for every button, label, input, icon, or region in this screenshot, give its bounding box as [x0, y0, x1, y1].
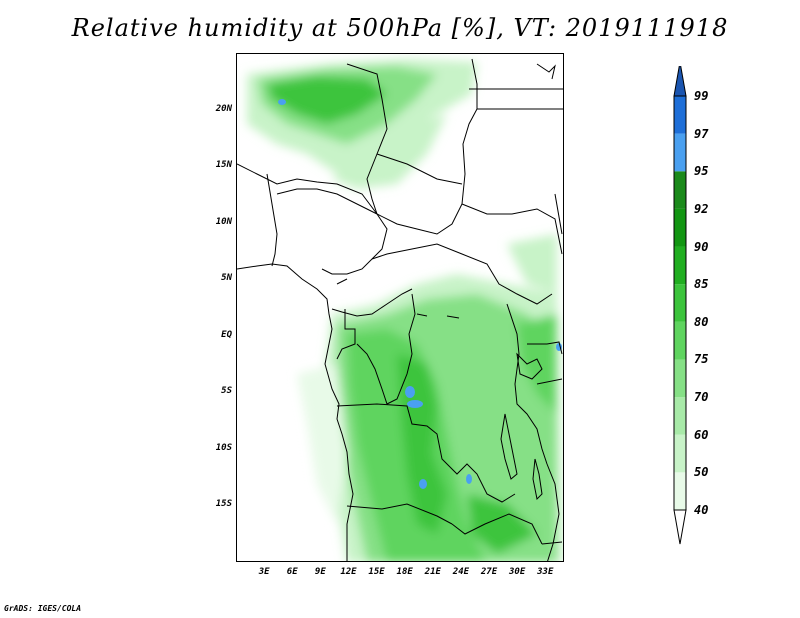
border-malawi [546, 463, 560, 561]
border-niger-chad [346, 63, 388, 215]
lon-label-15e: 15E [368, 567, 385, 577]
lon-label-27e: 27E [480, 567, 498, 577]
lon-label-12e: 12E [340, 567, 357, 577]
border-mali-niger [237, 163, 378, 215]
lon-label-33e: 33E [537, 567, 554, 577]
lat-label-eq: EQ [221, 329, 232, 340]
border-rwanda [536, 378, 563, 385]
chart-title: Relative humidity at 500hPa [%], VT: 201… [71, 14, 729, 42]
border-bioko [336, 278, 348, 285]
colorbar-segment [674, 96, 686, 134]
colorbar-segment [674, 284, 686, 322]
colorbar-label-60: 60 [694, 427, 709, 442]
humidity-shading [247, 59, 562, 561]
colorbar-segment [674, 359, 686, 398]
colorbar-label-40: 40 [694, 503, 709, 517]
country-boundaries [237, 58, 563, 561]
lat-label-10n: 10N [215, 216, 232, 227]
lon-label-18e: 18E [396, 567, 413, 577]
colorbar-upper-arrow [673, 66, 687, 97]
lon-label-9e: 9E [314, 567, 326, 577]
border-chad-sudan [376, 58, 478, 235]
northern-moist-band [247, 59, 477, 189]
lat-label-15n: 15N [215, 160, 232, 171]
central-african-moist-region [297, 234, 562, 561]
colorbar-label-95: 95 [694, 164, 709, 179]
border-mozambique [541, 541, 563, 545]
river-segment [416, 313, 428, 317]
colorbar-segment [674, 321, 686, 360]
colorbar-segment [674, 208, 686, 247]
colorbar-segment [674, 171, 686, 209]
colorbar-label-99: 99 [694, 89, 709, 103]
border-benin [266, 173, 278, 267]
colorbar-label-97: 97 [694, 126, 709, 141]
colorbar-segment [674, 133, 686, 172]
border-cameroon-congo [331, 288, 413, 317]
colorbar-segment [674, 246, 686, 285]
border-nigeria-north [276, 188, 378, 215]
lat-label-15s: 15S [215, 499, 232, 510]
colorbar-lower-arrow [673, 509, 687, 545]
humidity-map [237, 58, 563, 561]
lon-label-6e: 6E [286, 567, 298, 577]
lat-label-20n: 20N [215, 103, 232, 114]
border-car-south [371, 243, 553, 305]
colorbar-segment [674, 434, 686, 473]
border-drc-east [506, 303, 548, 465]
coastline [237, 263, 354, 561]
colorbar-label-80: 80 [694, 314, 709, 329]
border-congo-drc [356, 293, 416, 405]
border-nile-delta [536, 63, 556, 80]
colorbar-label-90: 90 [694, 239, 709, 254]
colorbar-label-85: 85 [694, 277, 709, 292]
saturated-spots [278, 99, 562, 489]
border-angola-namibia [346, 503, 453, 525]
colorbar-label-75: 75 [694, 352, 709, 367]
border-zambia-south [451, 513, 543, 545]
colorbar-segment [674, 472, 686, 510]
border-ethiopia [554, 193, 563, 235]
lon-label-21e: 21E [424, 567, 441, 577]
colorbar-outline [673, 95, 687, 511]
lon-label-24e: 24E [452, 567, 470, 577]
border-sudan-south-sudan [461, 203, 563, 255]
lake-victoria [516, 352, 543, 380]
lat-label-10s: 10S [215, 442, 232, 453]
colorbar-label-50: 50 [694, 465, 709, 480]
colorbar-label-92: 92 [694, 201, 709, 216]
border-nigeria-cameroon [321, 213, 388, 275]
lake-malawi [532, 458, 543, 501]
colorbar [673, 66, 687, 545]
grads-credit: GrADS: IGES/COLA [4, 604, 82, 613]
colorbar-label-70: 70 [694, 390, 709, 405]
lon-label-3e: 3E [258, 567, 270, 577]
border-gabon [336, 309, 356, 360]
border-chad-libya [376, 153, 463, 185]
lake-tanganyika [500, 413, 518, 480]
river-segment [446, 315, 460, 319]
border-uganda [527, 341, 563, 355]
border-drc-angola [336, 403, 516, 503]
lon-label-30e: 30E [509, 567, 526, 577]
colorbar-segment [674, 397, 686, 435]
lat-label-5n: 5N [221, 273, 232, 284]
lat-label-5s: 5S [221, 386, 232, 397]
map-panel [236, 53, 564, 562]
